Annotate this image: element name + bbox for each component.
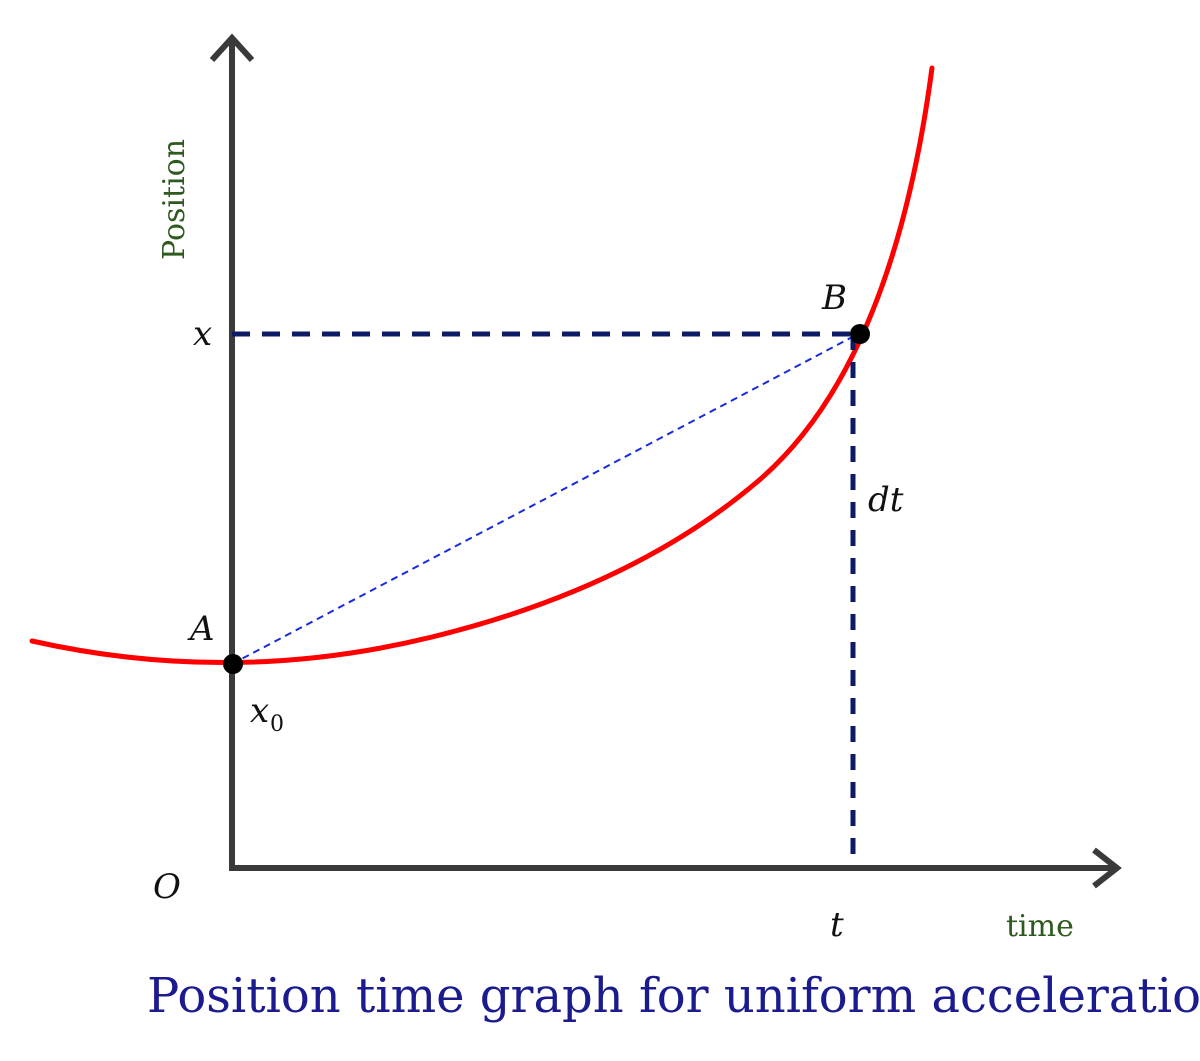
t-label: t bbox=[830, 905, 844, 945]
x0-base: x bbox=[250, 691, 269, 731]
chord-ab bbox=[231, 333, 859, 665]
point-a-label: A bbox=[187, 609, 215, 649]
x0-label: x 0 bbox=[250, 691, 284, 737]
y-axis-title: Position bbox=[157, 139, 192, 260]
point-a-marker bbox=[223, 654, 243, 674]
dt-label: dt bbox=[868, 480, 904, 520]
point-b-marker bbox=[850, 324, 870, 344]
origin-label: O bbox=[153, 867, 181, 907]
x0-subscript: 0 bbox=[270, 712, 284, 737]
x-level-label: x bbox=[193, 314, 212, 354]
point-b-label: B bbox=[821, 278, 847, 318]
y-axis-arrowhead bbox=[209, 33, 255, 63]
figure-caption: Position time graph for uniform accelera… bbox=[147, 968, 1200, 1024]
x-axis-title: time bbox=[1006, 909, 1074, 944]
x-axis-arrowhead bbox=[1092, 847, 1122, 889]
